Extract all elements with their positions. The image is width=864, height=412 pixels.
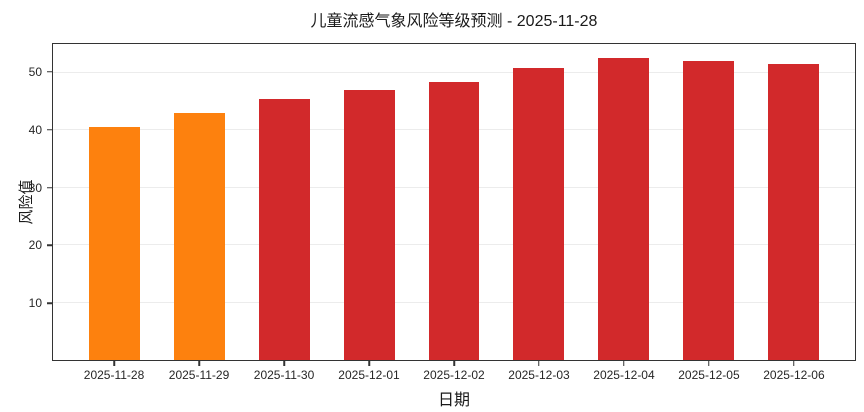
y-tick-label: 40 <box>28 122 42 137</box>
x-tick-label: 2025-12-04 <box>593 368 655 382</box>
bar-2025-11-29 <box>174 112 226 360</box>
bar-2025-12-05 <box>682 61 734 360</box>
x-tick-mark <box>283 361 285 366</box>
x-tick-label: 2025-12-03 <box>508 368 570 382</box>
y-tick-mark <box>47 71 52 73</box>
gridline-y-50 <box>53 71 855 73</box>
y-tick-mark <box>47 244 52 247</box>
x-tick-mark <box>623 361 625 366</box>
x-tick-label: 2025-12-01 <box>338 368 400 382</box>
chart-title: 儿童流感气象风险等级预测 - 2025-11-28 <box>310 13 598 30</box>
x-tick-mark <box>708 361 710 366</box>
bar-2025-12-02 <box>428 81 480 360</box>
bar-2025-12-04 <box>598 58 649 360</box>
x-tick-mark <box>198 361 200 366</box>
x-tick-mark <box>368 361 370 366</box>
x-tick-label: 2025-12-02 <box>423 368 485 382</box>
x-tick-label: 2025-11-29 <box>168 368 230 382</box>
bar-2025-12-03 <box>513 68 565 360</box>
y-tick-label: 10 <box>28 296 42 311</box>
y-tick-mark <box>47 302 52 304</box>
y-tick-mark <box>47 186 52 189</box>
x-axis-title: 日期 <box>437 392 470 409</box>
plot-area <box>52 43 856 361</box>
bar-2025-11-28 <box>89 127 141 360</box>
x-tick-label: 2025-11-30 <box>253 368 315 382</box>
bar-2025-12-01 <box>343 89 395 360</box>
x-tick-mark <box>453 361 455 366</box>
x-tick-label: 2025-12-06 <box>763 368 825 382</box>
x-tick-mark <box>113 361 115 366</box>
y-tick-mark <box>47 128 52 131</box>
bar-2025-12-06 <box>767 63 819 360</box>
x-tick-label: 2025-12-05 <box>678 368 740 382</box>
x-tick-mark <box>538 361 540 366</box>
bar-2025-11-30 <box>259 98 310 360</box>
y-tick-label: 20 <box>28 238 42 253</box>
y-tick-label: 30 <box>28 180 42 195</box>
x-tick-mark <box>793 361 795 366</box>
y-tick-label: 50 <box>28 64 42 79</box>
x-tick-label: 2025-11-28 <box>83 368 145 382</box>
